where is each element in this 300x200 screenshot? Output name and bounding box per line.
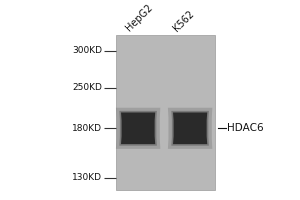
PathPatch shape	[119, 111, 157, 146]
Text: 300KD: 300KD	[72, 46, 102, 55]
PathPatch shape	[121, 112, 155, 144]
PathPatch shape	[173, 112, 207, 144]
PathPatch shape	[168, 108, 212, 149]
PathPatch shape	[171, 111, 209, 146]
Text: 250KD: 250KD	[73, 83, 102, 92]
Text: K562: K562	[171, 9, 196, 33]
Text: HDAC6: HDAC6	[227, 123, 264, 133]
Bar	[116, 35, 215, 190]
Text: 130KD: 130KD	[72, 173, 102, 182]
Text: 180KD: 180KD	[72, 124, 102, 133]
PathPatch shape	[116, 108, 160, 149]
Text: HepG2: HepG2	[124, 3, 154, 33]
